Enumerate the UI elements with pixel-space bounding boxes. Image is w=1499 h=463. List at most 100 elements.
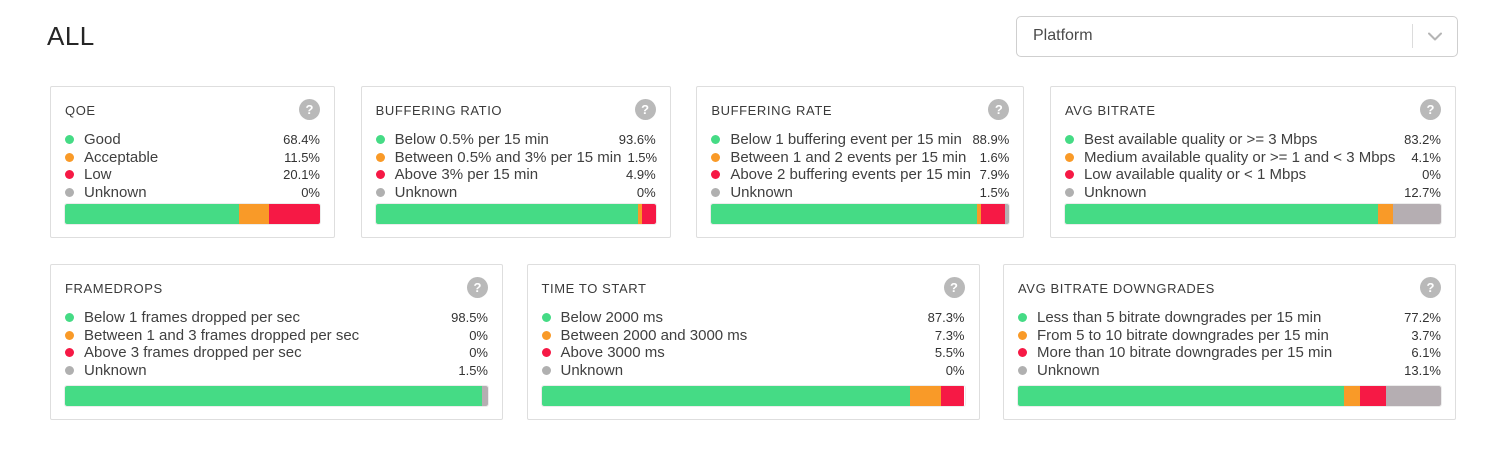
metric-card: BUFFERING RATIO ? Below 0.5% per 15 min …: [360, 86, 671, 238]
bar-segment-unknown: [1004, 204, 1010, 224]
metric-row: Unknown 1.5%: [65, 362, 488, 380]
card-title: BUFFERING RATE: [711, 103, 833, 118]
bar-segment-good: [1064, 204, 1378, 224]
metric-row: Between 1 and 3 frames dropped per sec 0…: [65, 327, 488, 345]
metric-row: Above 3 frames dropped per sec 0%: [65, 344, 488, 362]
bar-segment-acceptable: [1344, 386, 1360, 406]
metric-row: More than 10 bitrate downgrades per 15 m…: [1018, 344, 1441, 362]
metric-label: Below 1 frames dropped per sec: [84, 309, 300, 327]
metric-row: Below 1 buffering event per 15 min 88.9%: [711, 131, 1009, 149]
legend-dot-icon: [1018, 365, 1027, 375]
legend-dot-icon: [1064, 187, 1074, 197]
metric-label: Unknown: [394, 183, 458, 201]
page-title: ALL: [47, 20, 95, 51]
legend-dot-icon: [65, 365, 74, 375]
help-icon[interactable]: ?: [634, 99, 656, 120]
metric-legend: Good 68.4% Acceptable 11.5% Low 20.1% Un…: [65, 131, 320, 201]
legend-dot-icon: [1064, 152, 1074, 162]
card-title: AVG BITRATE: [1064, 103, 1156, 118]
metric-label: Below 1 buffering event per 15 min: [730, 131, 962, 149]
metric-legend: Below 1 frames dropped per sec 98.5% Bet…: [65, 309, 488, 379]
platform-dropdown[interactable]: Platform: [1016, 15, 1458, 57]
metric-label: Above 3 frames dropped per sec: [84, 344, 302, 362]
metric-label: Unknown: [1037, 361, 1100, 379]
chevron-down-icon[interactable]: [1413, 32, 1457, 41]
stacked-bar: [540, 385, 966, 407]
legend-dot-icon: [1018, 348, 1027, 358]
stacked-bar: [710, 203, 1011, 225]
bar-segment-good: [65, 204, 240, 224]
stacked-bar: [1017, 385, 1442, 407]
metric-value: 12.7%: [1404, 184, 1441, 200]
help-icon[interactable]: ?: [1419, 99, 1441, 120]
card-title: BUFFERING RATIO: [375, 103, 503, 118]
metric-label: Above 2 buffering events per 15 min: [730, 166, 972, 184]
metric-label: Between 0.5% and 3% per 15 min: [394, 148, 622, 166]
bar-segment-good: [65, 386, 482, 406]
help-icon[interactable]: ?: [1420, 277, 1441, 298]
cards-row-top: QOE ? Good 68.4% Acceptable 11.5% Low 20…: [50, 86, 1456, 238]
metric-card: BUFFERING RATE ? Below 1 buffering event…: [696, 86, 1025, 238]
legend-dot-icon: [375, 152, 385, 162]
platform-dropdown-label: Platform: [1033, 27, 1093, 44]
metric-row: Above 3% per 15 min 4.9%: [375, 166, 656, 184]
bar-segment-unknown: [1385, 386, 1441, 406]
metric-row: Between 1 and 2 events per 15 min 1.6%: [711, 149, 1009, 167]
metric-row: Acceptable 11.5%: [65, 149, 320, 167]
metric-label: Low: [84, 166, 112, 184]
bar-segment-bad: [1359, 386, 1386, 406]
card-header: TIME TO START ?: [542, 277, 965, 298]
legend-dot-icon: [1018, 330, 1027, 340]
help-icon[interactable]: ?: [943, 277, 965, 298]
card-title: TIME TO START: [541, 281, 647, 296]
stacked-bar: [374, 203, 657, 225]
metric-legend: Less than 5 bitrate downgrades per 15 mi…: [1018, 309, 1441, 379]
metric-label: Below 0.5% per 15 min: [394, 131, 549, 149]
metric-label: More than 10 bitrate downgrades per 15 m…: [1037, 344, 1333, 362]
help-icon[interactable]: ?: [988, 99, 1010, 120]
metric-label: Between 1 and 3 frames dropped per sec: [84, 326, 360, 344]
metric-label: Between 2000 and 3000 ms: [560, 326, 748, 344]
legend-dot-icon: [711, 135, 721, 145]
metric-label: Above 3000 ms: [560, 344, 665, 362]
metric-row: Between 0.5% and 3% per 15 min 1.5%: [375, 148, 657, 167]
metric-value: 0%: [469, 327, 488, 343]
bar-segment-bad: [981, 204, 1005, 224]
metric-value: 13.1%: [1404, 362, 1441, 378]
metric-value: 6.1%: [1411, 345, 1441, 361]
metric-row: Best available quality or >= 3 Mbps 83.2…: [1064, 131, 1441, 149]
metric-row: From 5 to 10 bitrate downgrades per 15 m…: [1018, 327, 1441, 345]
dropdown-divider: [1412, 24, 1413, 48]
metric-row: Between 2000 and 3000 ms 7.3%: [541, 326, 965, 345]
metric-value: 1.5%: [458, 362, 488, 378]
bar-segment-acceptable: [976, 204, 982, 224]
metric-value: 5.5%: [934, 345, 965, 361]
metric-label: Low available quality or < 1 Mbps: [1083, 166, 1307, 184]
stacked-bar: [1063, 203, 1442, 225]
legend-dot-icon: [375, 135, 385, 145]
metric-value: 1.5%: [979, 184, 1010, 200]
help-icon[interactable]: ?: [299, 99, 320, 120]
metric-value: 4.1%: [1411, 149, 1441, 165]
legend-dot-icon: [1018, 313, 1027, 323]
metric-row: Unknown 1.5%: [711, 184, 1009, 202]
metric-value: 77.2%: [1404, 310, 1441, 326]
metric-legend: Below 2000 ms 87.3% Between 2000 and 300…: [541, 309, 965, 379]
card-header: AVG BITRATE DOWNGRADES ?: [1018, 277, 1441, 298]
metric-value: 87.3%: [927, 310, 965, 326]
metric-row: Less than 5 bitrate downgrades per 15 mi…: [1018, 309, 1441, 327]
card-title: FRAMEDROPS: [65, 281, 163, 296]
help-icon[interactable]: ?: [467, 277, 488, 298]
cards-row-bottom: FRAMEDROPS ? Below 1 frames dropped per …: [50, 264, 1456, 420]
metric-row: Low available quality or < 1 Mbps 0%: [1064, 166, 1441, 184]
metric-row: Low 20.1%: [65, 166, 320, 184]
metric-label: From 5 to 10 bitrate downgrades per 15 m…: [1037, 326, 1329, 344]
metric-row: Above 3000 ms 5.5%: [541, 344, 965, 362]
metric-value: 68.4%: [283, 132, 320, 148]
header: ALL Platform: [47, 14, 1458, 58]
legend-dot-icon: [711, 170, 721, 180]
card-header: QOE ?: [65, 99, 320, 120]
legend-dot-icon: [65, 313, 74, 323]
legend-dot-icon: [65, 348, 74, 358]
metric-value: 7.9%: [979, 167, 1010, 183]
